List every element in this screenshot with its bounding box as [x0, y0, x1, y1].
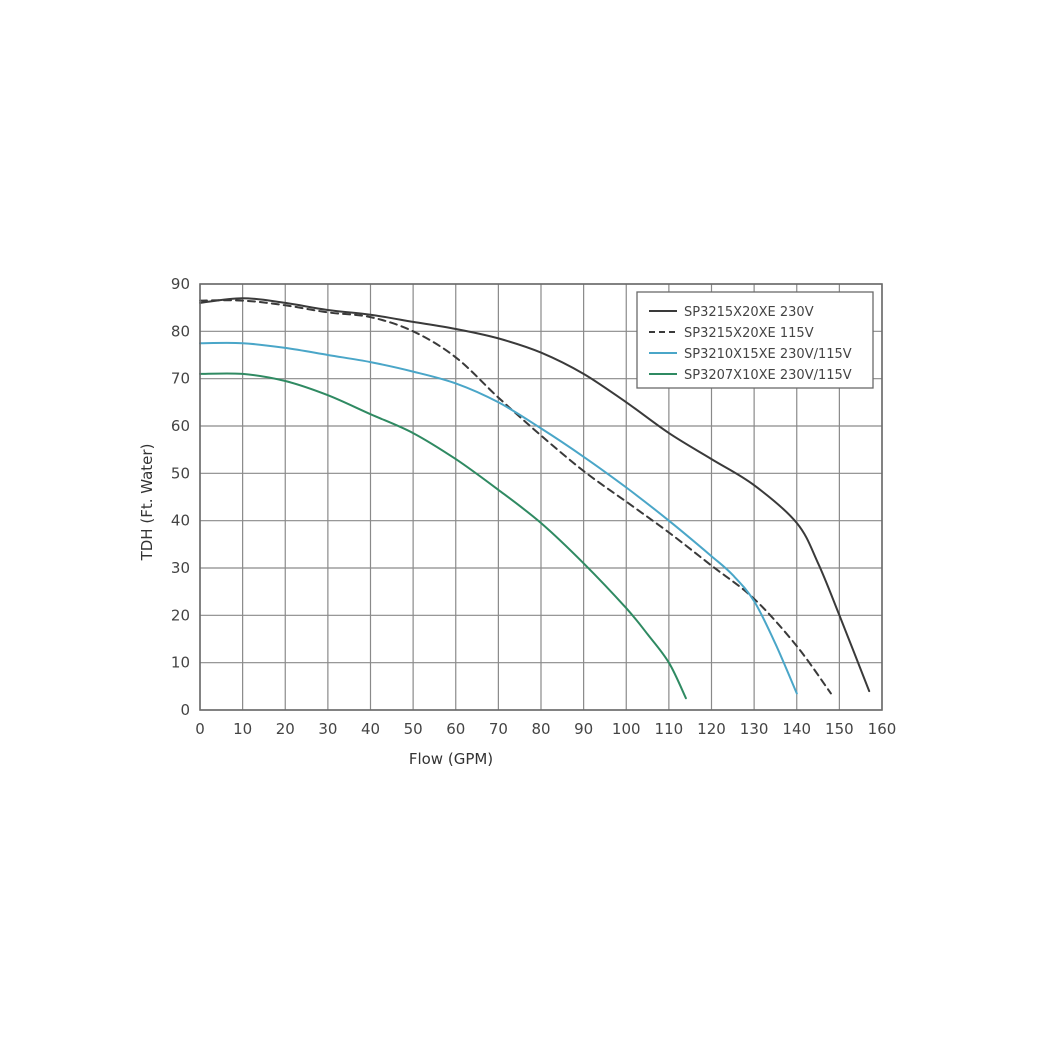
y-tick-label: 70 — [171, 370, 190, 388]
x-tick-label: 80 — [531, 720, 550, 738]
x-tick-label: 30 — [318, 720, 337, 738]
plot-frame — [199, 283, 883, 711]
series-lines — [199, 297, 871, 700]
x-tick-label: 0 — [195, 720, 205, 738]
y-tick-label: 20 — [171, 606, 190, 624]
x-tick-label: 40 — [361, 720, 380, 738]
y-tick-label: 80 — [171, 322, 190, 340]
x-tick-label: 20 — [276, 720, 295, 738]
x-tick-label: 70 — [489, 720, 508, 738]
y-tick-label: 50 — [171, 464, 190, 482]
legend-label-2: SP3215X20XE 115V — [684, 326, 814, 341]
legend-label-3: SP3210X15XE 230V/115V — [684, 347, 852, 362]
x-tick-label: 90 — [574, 720, 593, 738]
series-line-4 — [199, 372, 687, 700]
y-tick-label: 90 — [171, 275, 190, 293]
y-axis-label: TDH (Ft. Water) — [138, 444, 156, 562]
legend-box — [636, 291, 874, 389]
y-tick-label: 10 — [171, 654, 190, 672]
x-tick-label: 60 — [446, 720, 465, 738]
x-axis-label: Flow (GPM) — [409, 750, 493, 768]
x-tick-label: 130 — [740, 720, 769, 738]
legend-label-4: SP3207X10XE 230V/115V — [684, 368, 852, 383]
x-tick-label: 100 — [612, 720, 641, 738]
y-tick-label: 30 — [171, 559, 190, 577]
x-tick-label: 140 — [782, 720, 811, 738]
x-tick-label: 120 — [697, 720, 726, 738]
y-tick-label: 60 — [171, 417, 190, 435]
y-tick-label: 40 — [171, 512, 190, 530]
x-tick-labels: 0 10 20 30 40 50 60 70 80 90 100 110 120 130 140 150 160 — [195, 720, 896, 738]
legend: SP3215X20XE 230V SP3215X20XE 115V SP3210X1… — [636, 291, 874, 389]
x-tick-label: 50 — [404, 720, 423, 738]
x-tick-label: 150 — [825, 720, 854, 738]
legend-label-1: SP3215X20XE 230V — [684, 305, 814, 320]
x-tick-label: 110 — [655, 720, 684, 738]
series-line-3 — [199, 341, 798, 695]
series-line-2 — [199, 299, 832, 695]
x-tick-label: 160 — [868, 720, 897, 738]
x-tick-label: 10 — [233, 720, 252, 738]
y-tick-labels: 0 10 20 30 40 50 60 70 80 90 — [171, 275, 190, 719]
series-line-1 — [199, 297, 871, 693]
y-tick-label: 0 — [180, 701, 190, 719]
